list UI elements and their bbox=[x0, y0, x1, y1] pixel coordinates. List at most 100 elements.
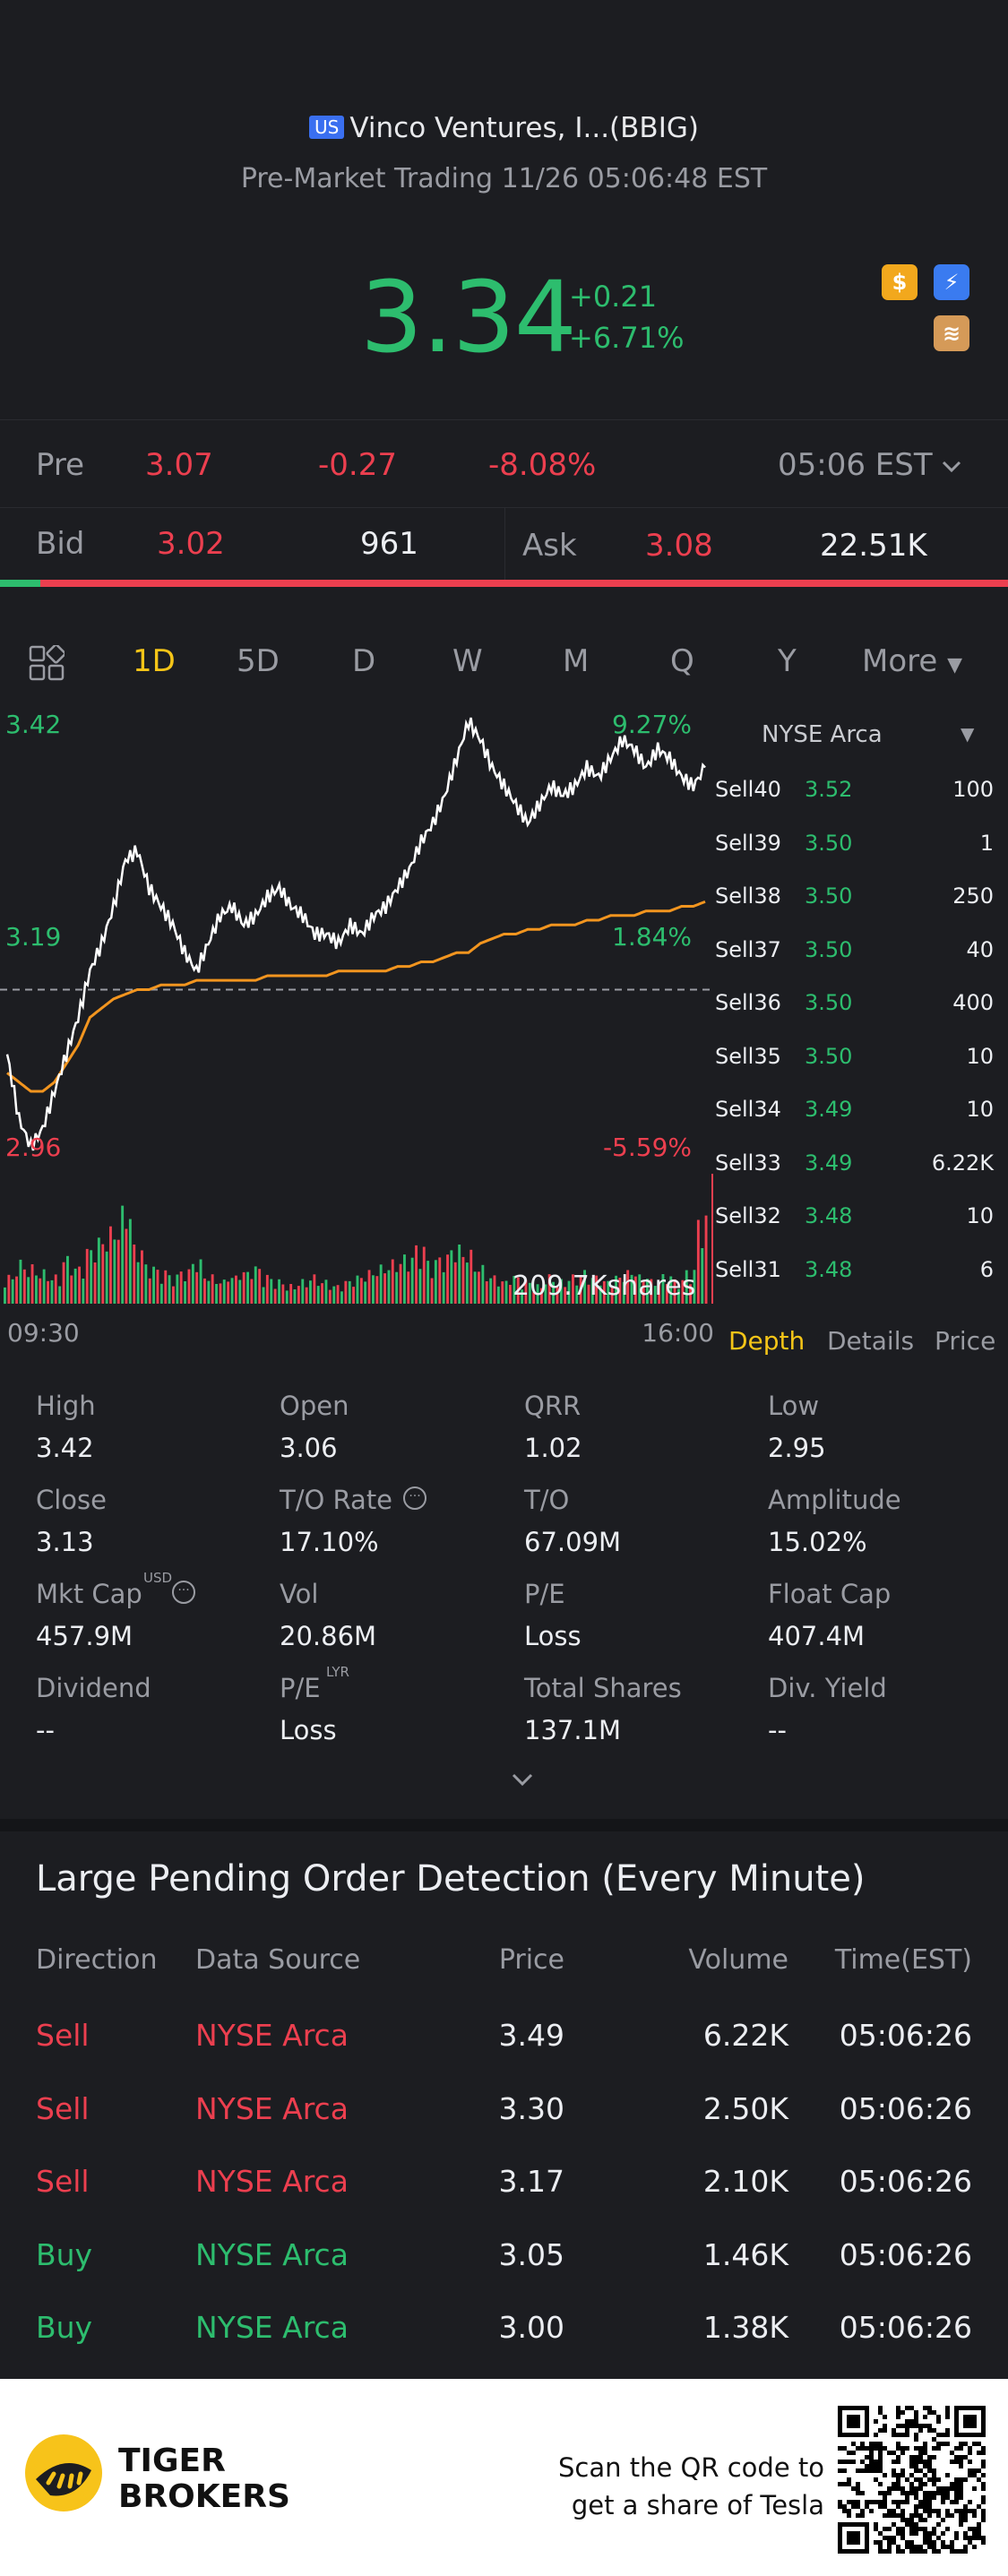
stat-label: Float Cap bbox=[768, 1579, 892, 1609]
stock-title[interactable]: US Vinco Ventures, I...(BBIG) bbox=[0, 112, 1008, 144]
volume-bar bbox=[58, 1286, 62, 1304]
order-time: 05:06:26 bbox=[839, 2236, 972, 2272]
order-price: 3.30 bbox=[498, 2090, 564, 2126]
intraday-chart[interactable]: 3.42 3.19 2.96 9.27% 1.84% -5.59% 209.7K… bbox=[0, 708, 717, 1362]
volume-bar bbox=[391, 1259, 394, 1304]
layers-icon[interactable]: ≋ bbox=[934, 315, 969, 351]
volume-bar bbox=[610, 1287, 614, 1304]
x-end-label: 16:00 bbox=[642, 1318, 714, 1348]
col-header-direction: Direction bbox=[36, 1944, 158, 1976]
scan-text: Scan the QR code to get a share of Tesla bbox=[502, 2449, 824, 2524]
tab-details[interactable]: Details bbox=[827, 1326, 915, 1356]
caret-down-icon: ▼ bbox=[947, 654, 963, 676]
stat-label: Vol bbox=[280, 1579, 319, 1609]
stats-grid: High 3.42 Open 3.06 QRR 1.02 Low 2.95 Close 3.13 T… bbox=[0, 1380, 1008, 1801]
depth-size: 6.22K bbox=[931, 1150, 994, 1176]
volume-bar bbox=[152, 1266, 155, 1304]
scan-line-2: get a share of Tesla bbox=[571, 2490, 824, 2520]
stat-value: 2.95 bbox=[768, 1433, 826, 1463]
tab-1d[interactable]: 1D bbox=[133, 643, 176, 679]
volume-bar bbox=[438, 1257, 442, 1304]
volume-bar bbox=[434, 1260, 437, 1304]
volume-bar bbox=[473, 1271, 477, 1304]
depth-exchange-selector[interactable]: NYSE Arca ▼ bbox=[762, 721, 974, 748]
ask-price: 3.08 bbox=[645, 528, 713, 564]
quote-header: US Vinco Ventures, I...(BBIG) Pre-Market … bbox=[0, 0, 1008, 417]
volume-bar bbox=[148, 1278, 151, 1304]
depth-level: Sell40 bbox=[715, 777, 781, 802]
tab-m[interactable]: M bbox=[563, 643, 590, 679]
volume-bar bbox=[340, 1291, 343, 1304]
avg-price-line bbox=[6, 900, 706, 1093]
depth-size: 250 bbox=[952, 883, 994, 909]
volume-bar bbox=[677, 1288, 680, 1304]
volume-bar bbox=[583, 1270, 586, 1304]
price-change: +0.21 +6.71% bbox=[569, 276, 684, 358]
volume-bar bbox=[93, 1262, 97, 1304]
grid-icon[interactable] bbox=[29, 645, 65, 681]
volume-bar bbox=[532, 1292, 536, 1304]
volume-bar bbox=[219, 1283, 222, 1304]
bid-price: 3.02 bbox=[157, 526, 225, 562]
volume-bar bbox=[207, 1280, 211, 1304]
volume-bar bbox=[309, 1280, 312, 1304]
tab-q[interactable]: Q bbox=[670, 643, 694, 679]
volume-bar bbox=[689, 1284, 692, 1304]
volume-bar bbox=[375, 1276, 379, 1304]
expand-chevron-icon[interactable] bbox=[511, 1772, 534, 1788]
tab-y[interactable]: Y bbox=[778, 643, 797, 679]
volume-bar bbox=[642, 1280, 645, 1304]
tab-5d[interactable]: 5D bbox=[237, 643, 280, 679]
volume-bar bbox=[399, 1263, 402, 1304]
depth-price: 3.49 bbox=[805, 1097, 853, 1122]
volume-bar bbox=[658, 1281, 661, 1304]
stat-label: T/O Rate bbox=[280, 1485, 393, 1515]
volume-bar bbox=[70, 1275, 73, 1304]
bid-ask-divider bbox=[504, 508, 505, 585]
depth-price: 3.50 bbox=[805, 936, 853, 962]
tab-more[interactable]: More ▼ bbox=[862, 643, 962, 679]
tab-w[interactable]: W bbox=[452, 643, 483, 679]
pre-market-row[interactable]: Pre 3.07 -0.27 -8.08% 05:06 EST bbox=[0, 419, 1008, 507]
volume-bar bbox=[199, 1259, 202, 1304]
volume-bar bbox=[4, 1287, 6, 1305]
depth-level: Sell33 bbox=[715, 1150, 781, 1176]
qr-code[interactable] bbox=[838, 2406, 986, 2554]
chevron-down-icon[interactable] bbox=[941, 460, 962, 474]
volume-bar bbox=[305, 1287, 308, 1304]
depth-row: Sell34 3.49 10 bbox=[715, 1084, 1008, 1138]
volume-bar bbox=[184, 1281, 186, 1304]
tab-d[interactable]: D bbox=[352, 643, 376, 679]
info-icon[interactable]: ··· bbox=[403, 1486, 426, 1510]
dollar-icon[interactable]: $ bbox=[882, 264, 918, 300]
volume-bar bbox=[164, 1270, 168, 1304]
stat-label: Close bbox=[36, 1485, 107, 1515]
volume-bar bbox=[270, 1279, 273, 1304]
volume-bar bbox=[316, 1286, 320, 1304]
volume-bar bbox=[501, 1281, 504, 1304]
volume-bar bbox=[481, 1264, 485, 1304]
price-line bbox=[5, 717, 706, 1151]
stat-label: High bbox=[36, 1391, 96, 1421]
volume-bar bbox=[78, 1266, 81, 1304]
tab-price[interactable]: Price bbox=[935, 1326, 996, 1356]
tab-depth[interactable]: Depth bbox=[728, 1326, 806, 1356]
caret-down-icon: ▼ bbox=[961, 723, 975, 745]
volume-bar bbox=[242, 1271, 246, 1304]
volume-bar bbox=[73, 1268, 77, 1304]
stat-label: P/E bbox=[524, 1579, 565, 1609]
order-time: 05:06:26 bbox=[839, 2018, 972, 2053]
change-pct: +6.71% bbox=[569, 321, 685, 355]
volume-bar bbox=[493, 1275, 496, 1304]
depth-price: 3.48 bbox=[805, 1256, 853, 1282]
market-badge: US bbox=[309, 116, 345, 139]
order-source: NYSE Arca bbox=[195, 2310, 349, 2345]
flash-icon[interactable]: ⚡ bbox=[934, 264, 969, 300]
volume-bar bbox=[82, 1279, 85, 1304]
info-icon[interactable]: ··· bbox=[172, 1581, 195, 1604]
volume-bar bbox=[273, 1288, 277, 1304]
volume-bar bbox=[191, 1263, 194, 1304]
order-volume: 2.10K bbox=[702, 2164, 788, 2199]
volume-bar bbox=[289, 1284, 293, 1304]
stat-value: 15.02% bbox=[768, 1527, 867, 1557]
